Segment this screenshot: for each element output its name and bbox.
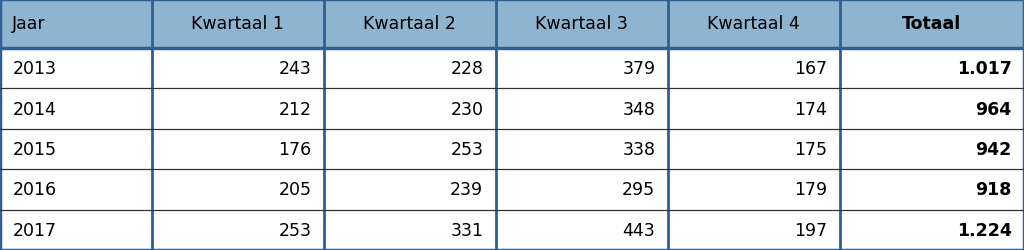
- Bar: [0, 170, 152, 210]
- Bar: [152, 210, 324, 250]
- Text: 230: 230: [451, 100, 483, 118]
- Bar: [324, 0, 496, 49]
- Text: 212: 212: [279, 100, 311, 118]
- Bar: [668, 210, 840, 250]
- Bar: [0, 129, 152, 170]
- Bar: [152, 170, 324, 210]
- Text: 379: 379: [623, 60, 655, 78]
- Bar: [496, 89, 668, 129]
- Text: 331: 331: [451, 221, 483, 239]
- Bar: [840, 49, 1024, 89]
- Text: 243: 243: [279, 60, 311, 78]
- Text: Totaal: Totaal: [902, 16, 962, 33]
- Text: 239: 239: [451, 181, 483, 198]
- Bar: [496, 170, 668, 210]
- Bar: [840, 0, 1024, 49]
- Bar: [324, 49, 496, 89]
- Bar: [0, 210, 152, 250]
- Bar: [496, 49, 668, 89]
- Text: 2017: 2017: [12, 221, 56, 239]
- Bar: [496, 0, 668, 49]
- Bar: [668, 170, 840, 210]
- Text: 295: 295: [623, 181, 655, 198]
- Text: 174: 174: [795, 100, 827, 118]
- Bar: [496, 129, 668, 170]
- Text: 964: 964: [976, 100, 1012, 118]
- Bar: [840, 129, 1024, 170]
- Text: 176: 176: [279, 140, 311, 158]
- Text: 2015: 2015: [12, 140, 56, 158]
- Text: 228: 228: [451, 60, 483, 78]
- Bar: [324, 89, 496, 129]
- Text: 338: 338: [623, 140, 655, 158]
- Text: 1.224: 1.224: [956, 221, 1012, 239]
- Text: 2013: 2013: [12, 60, 56, 78]
- Bar: [152, 89, 324, 129]
- Text: 175: 175: [795, 140, 827, 158]
- Bar: [324, 210, 496, 250]
- Bar: [0, 89, 152, 129]
- Text: 205: 205: [279, 181, 311, 198]
- Text: 179: 179: [795, 181, 827, 198]
- Text: 2014: 2014: [12, 100, 56, 118]
- Bar: [324, 170, 496, 210]
- Bar: [840, 89, 1024, 129]
- Text: Kwartaal 2: Kwartaal 2: [364, 16, 456, 33]
- Text: 942: 942: [976, 140, 1012, 158]
- Text: 918: 918: [975, 181, 1012, 198]
- Bar: [152, 49, 324, 89]
- Text: Kwartaal 3: Kwartaal 3: [536, 16, 628, 33]
- Bar: [840, 210, 1024, 250]
- Text: Jaar: Jaar: [12, 16, 46, 33]
- Text: 167: 167: [795, 60, 827, 78]
- Bar: [152, 0, 324, 49]
- Bar: [840, 170, 1024, 210]
- Text: 197: 197: [795, 221, 827, 239]
- Text: 348: 348: [623, 100, 655, 118]
- Text: 443: 443: [623, 221, 655, 239]
- Bar: [0, 0, 152, 49]
- Bar: [668, 0, 840, 49]
- Bar: [668, 49, 840, 89]
- Bar: [496, 210, 668, 250]
- Text: 1.017: 1.017: [956, 60, 1012, 78]
- Bar: [324, 129, 496, 170]
- Bar: [668, 129, 840, 170]
- Bar: [0, 49, 152, 89]
- Text: Kwartaal 1: Kwartaal 1: [191, 16, 284, 33]
- Bar: [668, 89, 840, 129]
- Text: 253: 253: [279, 221, 311, 239]
- Text: 253: 253: [451, 140, 483, 158]
- Text: Kwartaal 4: Kwartaal 4: [708, 16, 800, 33]
- Bar: [152, 129, 324, 170]
- Text: 2016: 2016: [12, 181, 56, 198]
